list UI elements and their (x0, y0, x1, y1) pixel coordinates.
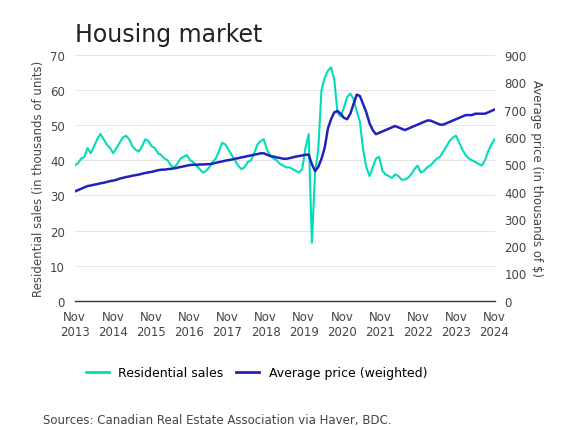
Text: Housing market: Housing market (75, 23, 262, 47)
Text: Sources: Canadian Real Estate Association via Haver, BDC.: Sources: Canadian Real Estate Associatio… (43, 413, 392, 426)
Y-axis label: Residential sales (in thousands of units): Residential sales (in thousands of units… (32, 61, 45, 296)
Y-axis label: Average price (in thousands of $): Average price (in thousands of $) (530, 80, 543, 277)
Legend: Residential sales, Average price (weighted): Residential sales, Average price (weight… (81, 361, 432, 384)
